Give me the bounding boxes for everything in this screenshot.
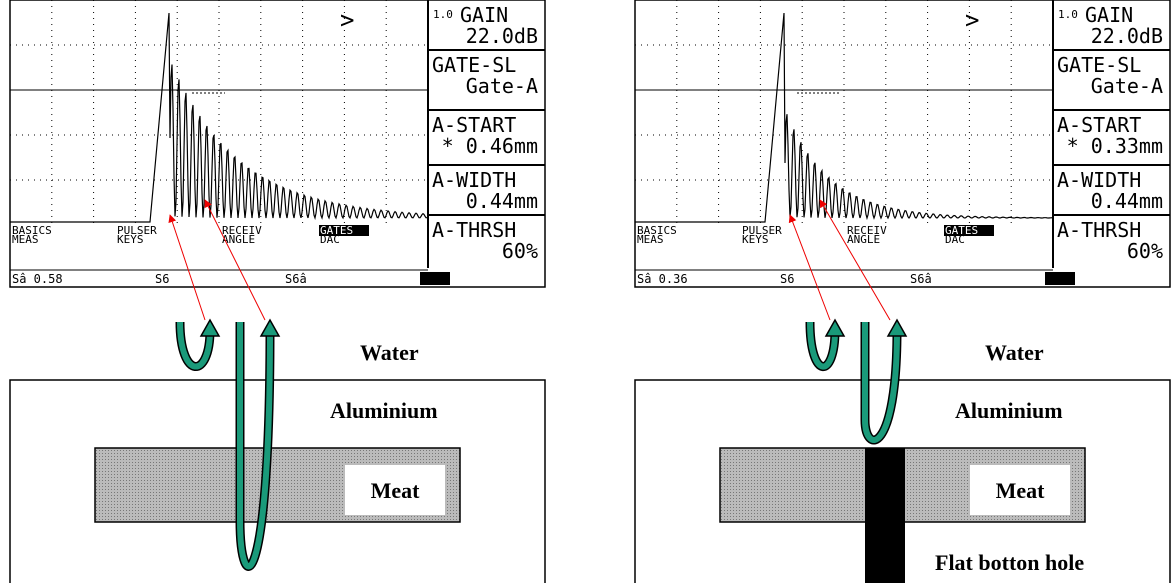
menu-prefix: 1.0 bbox=[1058, 8, 1078, 21]
cursor: > bbox=[340, 6, 354, 34]
arrow-head bbox=[261, 320, 279, 336]
status-text: S6â bbox=[910, 272, 932, 286]
menu-value: * 0.33mm bbox=[1067, 134, 1163, 158]
hole-label: Flat botton hole bbox=[935, 550, 1084, 575]
status-box bbox=[420, 272, 450, 285]
menu-value: Gate-A bbox=[1091, 74, 1163, 98]
status-box bbox=[1045, 272, 1075, 285]
status-text: S6â bbox=[285, 272, 307, 286]
aluminium-label: Aluminium bbox=[955, 398, 1063, 423]
figure: >1.0GAIN22.0dBGATE-SLGate-AA-START* 0.46… bbox=[0, 0, 1175, 583]
status-text: Sâ 0.58 bbox=[12, 272, 63, 286]
status-text: S6 bbox=[155, 272, 169, 286]
softkey-label: DAC bbox=[945, 233, 965, 246]
cursor: > bbox=[965, 6, 979, 34]
arrow-head bbox=[201, 320, 219, 336]
menu-value: 60% bbox=[1127, 239, 1163, 263]
arrow-head bbox=[888, 320, 906, 336]
softkey-label: ANGLE bbox=[847, 233, 880, 246]
menu-value: 22.0dB bbox=[466, 24, 538, 48]
aluminium-label: Aluminium bbox=[330, 398, 438, 423]
menu-value: 0.44mm bbox=[1091, 189, 1163, 213]
menu-value: 22.0dB bbox=[1091, 24, 1163, 48]
softkey-label: MEAS bbox=[12, 233, 39, 246]
flat-bottom-hole bbox=[865, 448, 905, 583]
water-label: Water bbox=[985, 340, 1044, 365]
menu-value: 0.44mm bbox=[466, 189, 538, 213]
menu-value: Gate-A bbox=[466, 74, 538, 98]
menu-value: 60% bbox=[502, 239, 538, 263]
water-label: Water bbox=[360, 340, 419, 365]
meat-label: Meat bbox=[371, 478, 421, 503]
softkey-label: KEYS bbox=[117, 233, 144, 246]
menu-value: * 0.46mm bbox=[442, 134, 538, 158]
softkey-label: KEYS bbox=[742, 233, 769, 246]
menu-prefix: 1.0 bbox=[433, 8, 453, 21]
arrow-head bbox=[826, 320, 844, 336]
status-text: S6 bbox=[780, 272, 794, 286]
softkey-label: DAC bbox=[320, 233, 340, 246]
status-text: Sâ 0.36 bbox=[637, 272, 688, 286]
softkey-label: MEAS bbox=[637, 233, 664, 246]
meat-label: Meat bbox=[996, 478, 1046, 503]
